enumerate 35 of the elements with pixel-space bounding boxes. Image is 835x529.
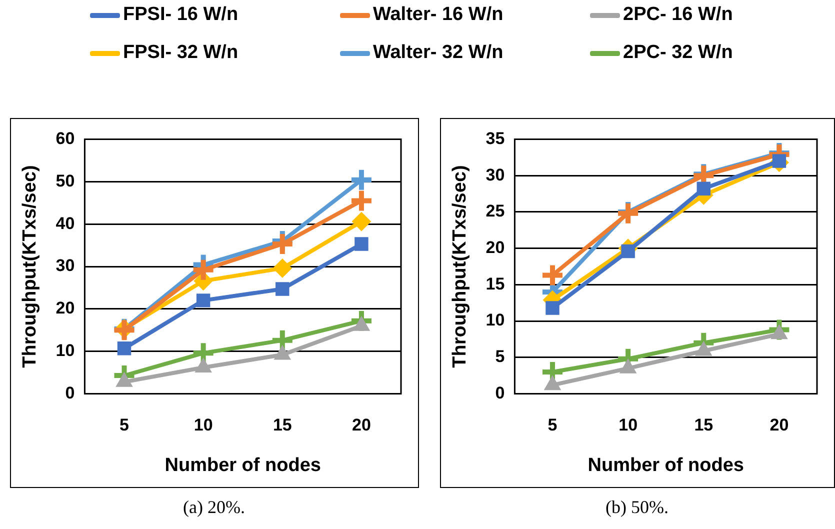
y-tick-label: 35 (486, 128, 505, 148)
y-tick-label: 0 (495, 383, 505, 402)
text: (b) 50%. (604, 497, 670, 518)
y-tick-label: 60 (56, 128, 75, 148)
legend-label: Walter- 32 W/n (373, 42, 504, 64)
x-tick-label: 20 (352, 416, 371, 435)
x-tick-label: 10 (194, 416, 213, 435)
y-tick-label: 20 (486, 238, 505, 257)
y-tick-label: 0 (65, 383, 75, 402)
x-tick-label: 20 (770, 416, 789, 435)
legend-label: FPSI- 32 W/n (123, 42, 238, 64)
x-axis-title: Number of nodes (588, 454, 744, 476)
legend-label: Walter- 16 W/n (373, 4, 504, 26)
legend-label: FPSI- 16 W/n (123, 4, 238, 26)
legend-label: 2PC- 32 W/n (623, 42, 733, 64)
y-axis-title: Throughput(KTxs/sec) (20, 165, 41, 368)
x-tick-label: 15 (694, 416, 714, 435)
x-tick-label: 5 (120, 416, 129, 435)
legend-label: 2PC- 16 W/n (623, 4, 733, 26)
y-tick-label: 5 (495, 347, 505, 366)
y-tick-label: 10 (56, 341, 75, 360)
x-tick-label: 5 (548, 416, 558, 435)
x-tick-label: 10 (618, 416, 638, 435)
y-tick-label: 50 (56, 171, 75, 190)
x-axis-title: Number of nodes (164, 454, 321, 476)
y-tick-label: 10 (486, 310, 505, 330)
y-axis-title: Throughput(KTxs/sec) (450, 165, 471, 368)
text: (a) 20%. (182, 497, 246, 518)
y-tick-label: 20 (56, 298, 75, 318)
y-tick-label: 30 (56, 256, 75, 276)
y-tick-label: 15 (486, 274, 505, 294)
y-tick-label: 25 (486, 202, 505, 221)
y-tick-label: 40 (56, 214, 75, 233)
x-tick-label: 15 (272, 416, 292, 435)
y-tick-label: 30 (486, 165, 505, 184)
